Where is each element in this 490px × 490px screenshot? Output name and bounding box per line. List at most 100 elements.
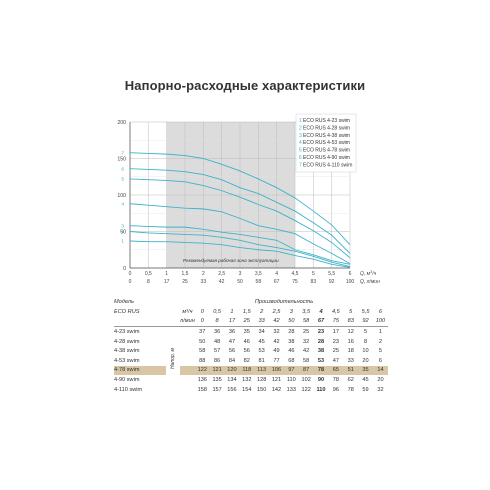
table-head-spacer [166,307,180,317]
table-cell: 90 [317,376,325,383]
table-unit-spacer [180,375,195,385]
x-tick-label-lmin: 8 [147,279,150,285]
table-cell: 120 [224,365,240,376]
x-tick-label-lmin: 25 [182,279,188,285]
table-cell: 142 [271,386,282,393]
x-tick-label-lmin: 0 [129,279,132,285]
table-cell: 154 [242,386,252,393]
x-tick-label: 0,5 [145,271,152,277]
x-tick-label-lmin: 92 [329,279,335,285]
y-tick-label: 50 [120,229,126,235]
table-cell: 78 [347,386,354,393]
table-header-cell: 3 [289,308,293,315]
table-cell: 46 [288,348,295,355]
table-header-cell: 2,5 [272,308,281,315]
table-cell: 106 [269,365,284,376]
table-cell: 36 [224,326,240,337]
table-cell: 5 [358,326,373,337]
table-header-cell: 5,5 [361,308,370,315]
table-head-label: Напор, м [170,348,176,370]
table-row: 4-110 swim 158 157 156 154 150 142 133 122 110 96 7… [114,385,388,395]
table-header-cell: 83 [347,318,354,325]
table-header-cell: 58 [303,318,310,325]
table-header-cell: 6 [378,308,383,315]
table-cell: 18 [347,348,354,355]
table-unit-spacer [180,356,195,366]
table-cell: 36 [209,326,225,337]
x-tick-label: 2,5 [218,271,225,277]
table-header-cell: 1,5 [242,308,251,315]
table-model-label: Модель [114,299,134,305]
table-header-cell: 33 [258,318,265,325]
table-model-cell: 4-78 swim [114,365,166,376]
table-cell: 96 [332,386,339,393]
legend-name-4: ECO RUS 4-53 swim [303,140,350,146]
table-unit-row-lmin: л/мин 0 8 17 25 33 42 50 58 67 75 83 92 100 [114,317,388,327]
table-cell: 113 [254,365,270,376]
table-cell: 135 [212,376,222,383]
table-cell: 20 [377,376,384,383]
x-tick-label-lmin: 75 [292,279,298,285]
table-cell: 56 [228,348,236,355]
x-tick-label-lmin: 50 [237,279,243,285]
table-header-cell: 25 [243,318,250,325]
table-header-cell: 0 [200,308,204,315]
table-cell: 128 [256,376,267,383]
table-cell: 2 [378,338,383,345]
table-model-cell: 4-90 swim [114,376,140,383]
table-cell: 45 [258,338,265,345]
table-cell: 12 [343,326,359,337]
x-axis-unit-sup: 3 [370,270,372,274]
x-tick-label: 5,5 [328,271,335,277]
x-tick-label: 4,5 [292,271,299,277]
table-header-cell: 0 [200,318,204,325]
series-label-5: 5 [121,177,124,183]
table-cell: 42 [273,338,280,345]
table-unit-m3h: м³/ч [182,308,193,315]
table-header-cell: 17 [228,318,236,325]
table-model-cell: 4-28 swim [114,338,140,345]
table-cell: 8 [363,338,368,345]
table-cell: 50 [199,338,206,345]
legend-name-7: ECO RUS 4-110 swim [303,162,352,168]
table-cell: 157 [212,386,222,393]
table-cell: 35 [358,365,373,376]
series-label-2: 2 [121,229,124,235]
series-label-7: 7 [121,150,124,156]
table-cell: 110 [316,386,326,393]
table-cell: 158 [197,386,207,393]
y-tick-label: 0 [123,266,126,272]
table-cell: 121 [271,376,282,383]
table-cell: 49 [273,348,280,355]
table-cell: 47 [332,357,339,364]
performance-table: Модель Производительность ECO RUS м³/ч 0 0,5 1… [114,297,388,395]
table-cell: 28 [283,326,299,337]
table-cell: 156 [227,386,237,393]
legend-id-4: 4 [299,140,302,146]
table-model-cell: 4-110 swim [114,386,143,393]
page-title: Напорно-расходные характеристики [124,78,366,93]
table-cell: 25 [332,348,339,355]
table-header-cell: 5 [349,308,353,315]
table-head-label-cell: Напор, м [166,326,180,395]
table-cell: 122 [301,386,311,393]
x-tick-label: 0 [129,271,132,277]
x-tick-label-lmin: 83 [311,279,317,285]
x-tick-label-lmin: 42 [219,279,225,285]
table-row: 4-90 swim 136 135 134 132 128 121 110 102 90 78 62 4… [114,375,388,385]
table-model-cell: 4-38 swim [114,348,140,355]
table-model-spacer [114,317,166,327]
table-cell: 118 [239,365,255,376]
chart-labels: Рекомендуемая рабочая зона эксплуатации 1… [121,150,279,263]
table-unit-spacer [180,326,195,337]
table-header-cell: 8 [215,318,219,325]
table-cell: 58 [199,348,206,355]
table-cell: 28 [317,338,325,345]
table-cell: 16 [347,338,354,345]
x-tick-label: 2 [202,271,205,277]
table-header-cell: 0,5 [213,308,221,315]
table-head-spacer [166,317,180,327]
table-cell: 38 [288,338,295,345]
y-tick-label: 100 [117,193,126,199]
table-unit-spacer [180,346,195,356]
